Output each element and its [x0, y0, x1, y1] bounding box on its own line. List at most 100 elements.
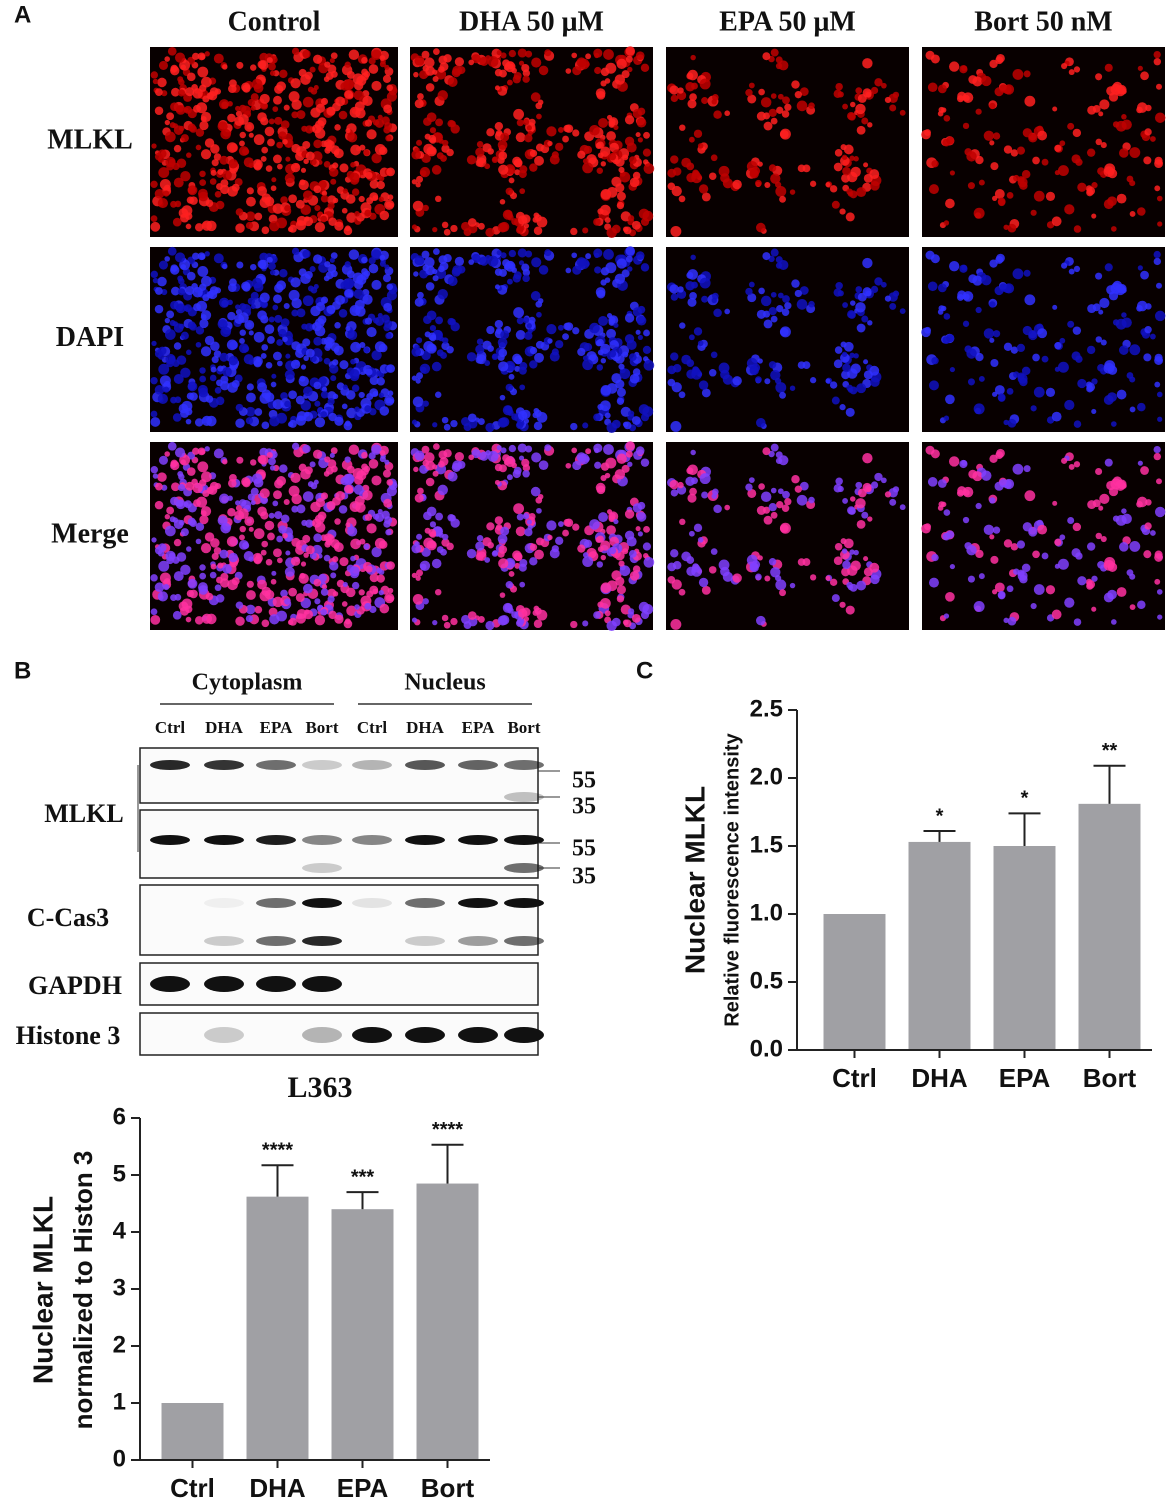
cell	[500, 330, 510, 340]
cell	[332, 359, 339, 366]
cell	[845, 407, 855, 417]
cell	[366, 392, 374, 401]
cell	[299, 375, 306, 382]
cell	[946, 136, 955, 145]
cell	[386, 479, 394, 486]
cell	[197, 461, 209, 473]
cell	[582, 162, 594, 174]
cell	[546, 324, 557, 335]
cell	[332, 591, 339, 597]
cell	[365, 368, 373, 376]
cell	[929, 380, 939, 391]
cell	[536, 311, 542, 318]
cell	[282, 532, 288, 539]
cell	[513, 466, 522, 475]
cell	[614, 469, 626, 480]
cell	[437, 288, 448, 300]
cell	[1059, 140, 1066, 147]
cell	[209, 374, 217, 382]
cell	[170, 396, 177, 404]
cell	[865, 486, 872, 493]
cell	[701, 192, 711, 202]
cell	[763, 121, 773, 131]
lane-label: Ctrl	[357, 718, 387, 737]
cell	[1072, 326, 1082, 335]
cell	[867, 320, 873, 326]
y-tick-label: 4	[113, 1217, 127, 1244]
cell	[301, 519, 308, 527]
cell	[755, 573, 762, 581]
cell	[341, 601, 348, 607]
cell	[235, 304, 241, 310]
cell	[420, 170, 427, 177]
cell	[170, 264, 179, 272]
cell	[855, 103, 866, 115]
cell	[768, 164, 777, 172]
cell	[313, 381, 322, 390]
cell	[1095, 272, 1103, 280]
cell	[629, 373, 640, 384]
cell	[487, 255, 499, 267]
cell	[874, 472, 883, 482]
cell	[159, 572, 171, 584]
cell	[422, 459, 430, 467]
cell	[686, 162, 695, 171]
cell	[499, 221, 510, 232]
cell	[1057, 558, 1069, 570]
cell	[498, 545, 508, 554]
cell	[154, 500, 164, 510]
cell	[273, 154, 282, 164]
cell	[544, 49, 552, 57]
cell	[312, 518, 322, 528]
cell	[1116, 84, 1127, 95]
cell	[585, 448, 592, 455]
cell	[362, 95, 373, 106]
band	[504, 835, 544, 845]
band	[204, 936, 244, 946]
cell	[931, 357, 939, 365]
cell	[613, 124, 619, 131]
significance: *	[936, 805, 944, 827]
cell	[1097, 560, 1105, 569]
band	[256, 976, 296, 992]
cell	[565, 267, 572, 274]
cell	[414, 297, 424, 307]
cell	[177, 483, 186, 492]
cell	[314, 400, 321, 407]
cell	[1041, 158, 1049, 166]
cell	[241, 477, 251, 487]
cell	[494, 516, 504, 525]
cell	[475, 355, 484, 364]
cell	[863, 162, 869, 168]
cell	[338, 110, 348, 120]
cell	[1154, 310, 1166, 322]
cell	[693, 523, 703, 533]
cell	[343, 421, 353, 431]
cell	[593, 611, 601, 619]
cell	[672, 167, 682, 176]
cell	[260, 353, 267, 359]
cell	[1061, 262, 1068, 269]
cell	[1110, 421, 1117, 427]
cell	[199, 564, 206, 571]
cell	[194, 418, 204, 427]
cell	[966, 545, 977, 556]
significance: ****	[262, 1140, 293, 1162]
cell	[246, 383, 254, 391]
cell	[983, 328, 995, 339]
cell	[158, 260, 169, 270]
cell	[1032, 353, 1040, 362]
cell	[272, 304, 279, 311]
panel-label: B	[14, 657, 31, 684]
cell	[856, 125, 866, 135]
cell	[1136, 102, 1148, 113]
cell	[422, 204, 429, 212]
cell	[164, 525, 176, 537]
cell	[892, 91, 900, 99]
cell	[368, 263, 379, 274]
band	[256, 936, 296, 946]
cell	[513, 271, 522, 280]
cell	[323, 554, 331, 562]
marker-label: 35	[572, 794, 596, 820]
cell	[990, 358, 999, 368]
